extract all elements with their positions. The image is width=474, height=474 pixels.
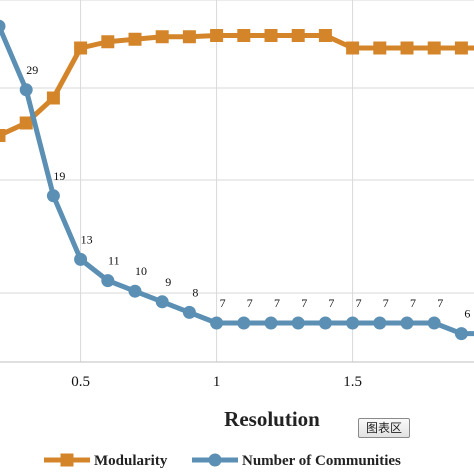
data-labels: 29191311109877777777766	[26, 63, 470, 321]
data-label: 9	[165, 275, 171, 289]
communities-point	[182, 305, 196, 319]
modularity-point	[346, 41, 360, 55]
x-tick-label: 0.5	[71, 374, 90, 390]
data-label: 7	[220, 296, 226, 310]
modularity-point	[264, 29, 278, 42]
communities-point	[101, 274, 115, 288]
data-label: 7	[274, 296, 280, 310]
x-axis-title: Resolution	[224, 407, 320, 431]
communities-point	[237, 316, 251, 330]
data-label: 7	[383, 296, 389, 310]
x-tick-label: 1	[213, 374, 221, 390]
data-label: 7	[356, 296, 362, 310]
x-tick-label: 1.5	[343, 374, 362, 390]
legend-entry: Number of Communities	[242, 453, 401, 469]
modularity-point	[19, 116, 33, 130]
modularity-point	[318, 29, 332, 42]
data-label: 11	[108, 254, 120, 268]
data-label: 7	[328, 296, 334, 310]
modularity-point	[0, 129, 6, 142]
communities-point	[427, 316, 441, 330]
communities-point	[400, 316, 414, 330]
modularity-point	[237, 29, 251, 42]
communities-point	[210, 316, 224, 330]
communities-point	[291, 316, 305, 330]
communities-point	[155, 295, 169, 309]
legend-marker-square	[60, 453, 74, 467]
x-tick-labels: 0.511.52	[71, 374, 362, 390]
communities-point	[128, 284, 142, 298]
grid-lines	[0, 0, 474, 363]
data-label: 10	[135, 264, 147, 278]
modularity-point	[182, 30, 196, 44]
data-label: 7	[437, 296, 443, 310]
legend-entry: Modularity	[94, 453, 168, 469]
communities-point	[46, 189, 60, 203]
communities-point	[0, 19, 6, 33]
modularity-point	[128, 32, 142, 46]
chart-area-tag[interactable]: 图表区	[358, 418, 410, 438]
modularity-point	[101, 35, 115, 49]
communities-point	[454, 327, 468, 341]
modularity-point	[454, 41, 468, 55]
data-label: 13	[81, 232, 93, 246]
series-layer	[0, 19, 474, 341]
communities-point	[346, 316, 360, 330]
modularity-point	[210, 29, 224, 42]
modularity-point	[155, 30, 169, 44]
modularity-point	[74, 41, 88, 55]
data-label: 19	[53, 169, 65, 183]
communities-point	[74, 252, 88, 266]
modularity-point	[291, 29, 305, 42]
data-label: 8	[192, 285, 198, 299]
data-label: 7	[247, 296, 253, 310]
data-label: 29	[26, 63, 38, 77]
legend-marker-circle	[208, 453, 222, 467]
communities-point	[19, 83, 33, 97]
modularity-point	[373, 41, 387, 55]
communities-point	[264, 316, 278, 330]
communities-point	[373, 316, 387, 330]
data-label: 7	[410, 296, 416, 310]
modularity-point	[427, 41, 441, 55]
modularity-point	[46, 91, 60, 105]
communities-point	[318, 316, 332, 330]
data-label: 7	[301, 296, 307, 310]
legend: Modularity Number of Communities	[44, 453, 401, 469]
data-label: 6	[464, 307, 470, 321]
modularity-point	[400, 41, 414, 55]
